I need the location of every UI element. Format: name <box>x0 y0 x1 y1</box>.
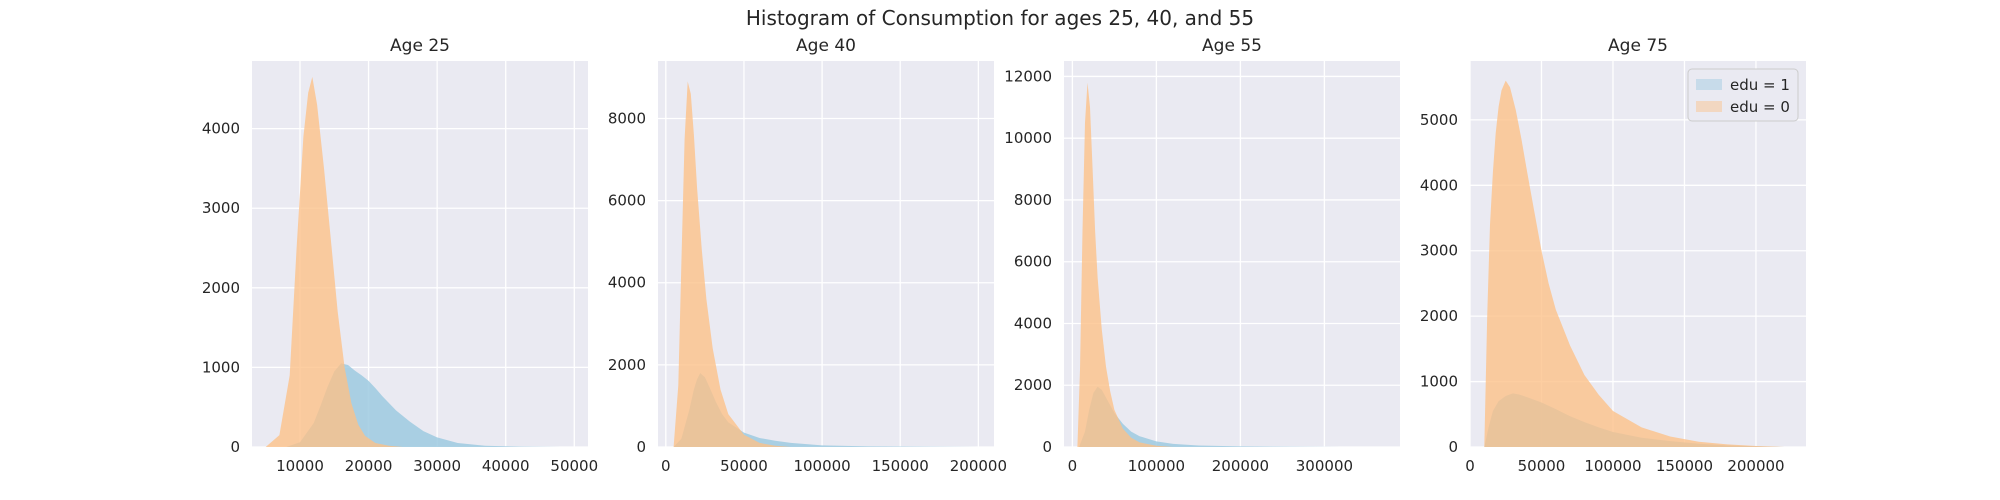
x-tick-label: 0 <box>1465 457 1475 475</box>
legend-box <box>1687 68 1799 122</box>
y-tick-label: 0 <box>1448 438 1458 456</box>
panel-4: 0 50000 100000 150000 200000 0 1000 2000 3000 400… <box>1420 36 1806 475</box>
y-tick-label: 6000 <box>608 192 646 210</box>
y-tick-label: 4000 <box>202 120 240 138</box>
legend-swatch-edu0 <box>1696 101 1722 112</box>
y-tick-label: 2000 <box>1014 376 1052 394</box>
y-tick-label: 0 <box>1042 438 1052 456</box>
y-tick-label: 1000 <box>1420 373 1458 391</box>
y-tick-label: 4000 <box>608 274 646 292</box>
x-tick-label: 200000 <box>1727 457 1784 475</box>
panel-title: Age 25 <box>390 36 450 56</box>
y-tick-label: 4000 <box>1014 314 1052 332</box>
panel-1: 10000 20000 30000 40000 50000 0 1000 2000 3000 40… <box>202 36 598 475</box>
y-tick-label: 2000 <box>1420 307 1458 325</box>
y-tick-label: 8000 <box>608 109 646 127</box>
y-tick-label: 2000 <box>202 279 240 297</box>
panel-2: 0 50000 100000 150000 200000 0 2000 4000 6000 800… <box>608 36 1007 475</box>
panel-title: Age 55 <box>1202 36 1262 56</box>
x-tick-label: 150000 <box>1656 457 1713 475</box>
legend-label-edu0: edu = 0 <box>1730 98 1790 116</box>
y-tick-label: 0 <box>636 438 646 456</box>
y-tick-label: 3000 <box>1420 242 1458 260</box>
figure-title: Histogram of Consumption for ages 25, 40… <box>745 6 1255 30</box>
x-tick-label: 50000 <box>1518 457 1566 475</box>
y-tick-label: 2000 <box>608 356 646 374</box>
x-tick-label: 0 <box>661 457 671 475</box>
x-tick-label: 150000 <box>872 457 929 475</box>
panel-3: 0 100000 200000 300000 0 2000 4000 6000 8000 1000… <box>1004 36 1400 475</box>
x-tick-label: 100000 <box>1584 457 1641 475</box>
x-tick-label: 40000 <box>482 457 530 475</box>
x-tick-label: 30000 <box>413 457 461 475</box>
x-tick-label: 100000 <box>1128 457 1185 475</box>
y-tick-label: 0 <box>230 438 240 456</box>
y-tick-label: 3000 <box>202 199 240 217</box>
y-tick-label: 5000 <box>1420 111 1458 129</box>
legend-swatch-edu1 <box>1696 79 1722 90</box>
plot-area <box>1064 61 1400 447</box>
x-tick-label: 200000 <box>950 457 1007 475</box>
x-tick-label: 20000 <box>345 457 393 475</box>
panel-title: Age 75 <box>1608 36 1668 56</box>
legend-label-edu1: edu = 1 <box>1730 76 1790 94</box>
x-tick-label: 0 <box>1068 457 1078 475</box>
x-tick-label: 10000 <box>276 457 324 475</box>
histogram-series-edu0 <box>1484 80 1785 447</box>
histogram-series-edu0 <box>1077 82 1174 447</box>
y-tick-label: 12000 <box>1004 67 1052 85</box>
panel-title: Age 40 <box>796 36 856 56</box>
y-tick-label: 1000 <box>202 358 240 376</box>
x-tick-label: 200000 <box>1212 457 1269 475</box>
legend: edu = 1 edu = 0 <box>1687 68 1799 122</box>
histogram-series-edu0 <box>265 76 403 448</box>
y-tick-label: 8000 <box>1014 191 1052 209</box>
histogram-series-edu0 <box>673 81 791 447</box>
x-tick-label: 100000 <box>793 457 850 475</box>
y-tick-label: 10000 <box>1004 129 1052 147</box>
x-tick-label: 50000 <box>550 457 598 475</box>
x-tick-label: 300000 <box>1296 457 1353 475</box>
y-tick-label: 6000 <box>1014 253 1052 271</box>
x-tick-label: 50000 <box>720 457 768 475</box>
y-tick-label: 4000 <box>1420 176 1458 194</box>
